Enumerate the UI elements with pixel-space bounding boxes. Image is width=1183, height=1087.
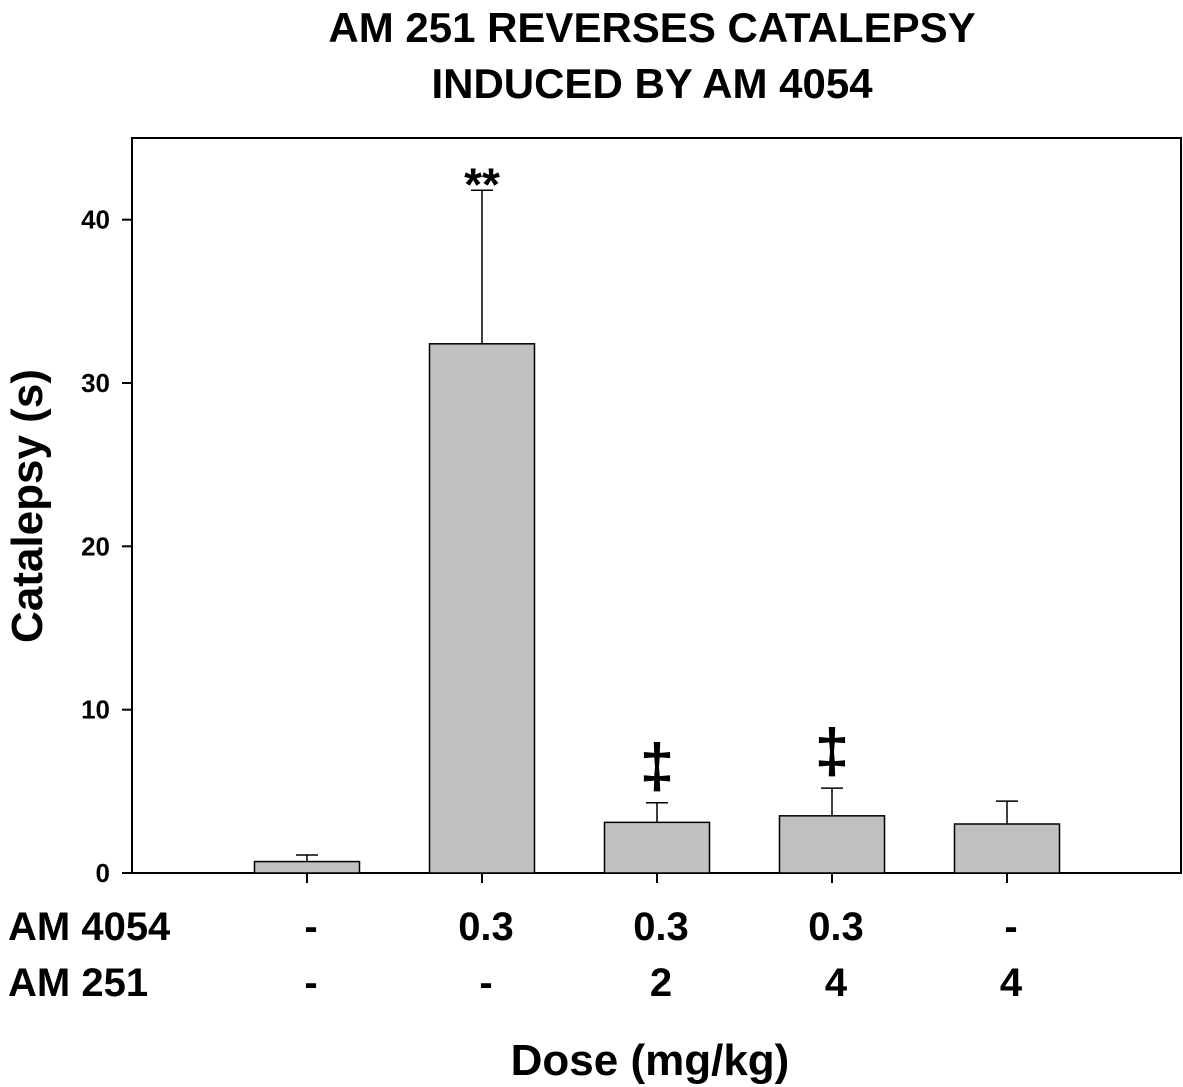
y-tick-label: 30 bbox=[81, 368, 110, 398]
chart-title-line-1: AM 251 REVERSES CATALEPSY bbox=[328, 4, 975, 51]
bars: ** ‡ ‡ bbox=[253, 158, 1061, 874]
chart-title-line-2: INDUCED BY AM 4054 bbox=[431, 60, 873, 107]
am251-dose-label: - bbox=[479, 961, 492, 1005]
am4054-dose-label: 0.3 bbox=[458, 905, 514, 949]
y-tick-label: 0 bbox=[96, 858, 110, 888]
am4054-dose-label: - bbox=[304, 905, 317, 949]
significance-annotation: ‡ bbox=[815, 717, 849, 786]
am4054-dose-label: 0.3 bbox=[633, 905, 689, 949]
dose-row-label: AM 251 bbox=[8, 961, 148, 1005]
significance-annotation: ** bbox=[464, 158, 500, 210]
bar bbox=[953, 823, 1061, 874]
y-tick-label: 40 bbox=[81, 205, 110, 235]
am4054-dose-label: - bbox=[1004, 905, 1017, 949]
significance-annotation: ‡ bbox=[640, 732, 674, 801]
am251-dose-label: 4 bbox=[1000, 961, 1023, 1005]
bar bbox=[778, 815, 886, 874]
dose-row-label: AM 4054 bbox=[8, 905, 171, 949]
chart-title: AM 251 REVERSES CATALEPSY INDUCED BY AM 4… bbox=[328, 4, 975, 107]
bar bbox=[253, 860, 361, 874]
x-axis: - - 0.3 - 0.3 2 0.3 4 - 4 AM 4054 AM 251 bbox=[8, 873, 1023, 1005]
bar bbox=[428, 343, 536, 874]
x-axis-label: Dose (mg/kg) bbox=[511, 1036, 790, 1085]
y-axis-label: Catalepsy (s) bbox=[3, 369, 52, 643]
am251-dose-label: - bbox=[304, 961, 317, 1005]
y-axis: 0 10 20 30 40 bbox=[81, 205, 132, 888]
bar bbox=[603, 821, 711, 874]
am251-dose-label: 4 bbox=[825, 961, 848, 1005]
y-tick-label: 10 bbox=[81, 695, 110, 725]
y-tick-label: 20 bbox=[81, 531, 110, 561]
am4054-dose-label: 0.3 bbox=[808, 905, 864, 949]
am251-dose-label: 2 bbox=[650, 961, 672, 1005]
